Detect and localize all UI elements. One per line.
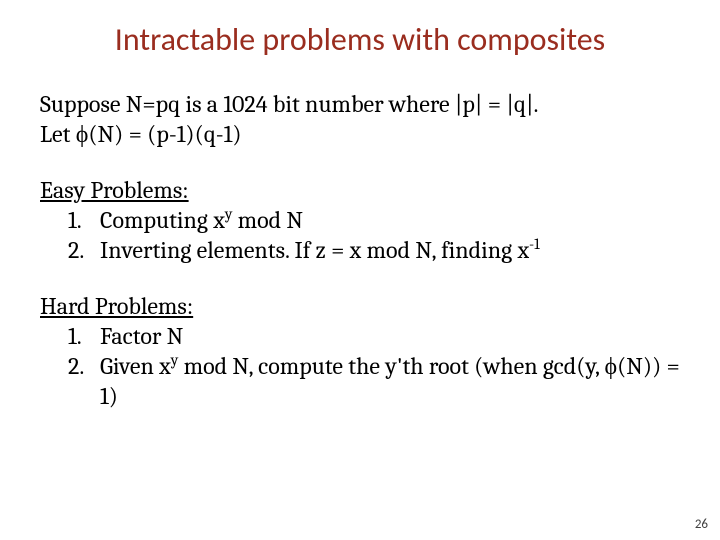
easy-block: Easy Problems: Computing xy mod N Invert… <box>40 175 680 265</box>
hard-2-mid: mod N, compute the y'th root (when gcd(y… <box>178 352 604 380</box>
hard-list: Factor N Given xy mod N, compute the y't… <box>40 321 680 411</box>
hard-item-1: Factor N <box>100 321 680 351</box>
easy-1-pre: Computing x <box>100 206 225 234</box>
easy-heading: Easy Problems: <box>40 175 680 205</box>
slide-title: Intractable problems with composites <box>40 20 680 59</box>
hard-2-pre: Given x <box>100 352 171 380</box>
intro-phi-def: (N) = (p-1)(q-1) <box>88 120 241 148</box>
easy-2-sup: -1 <box>529 235 540 253</box>
hard-block: Hard Problems: Factor N Given xy mod N, … <box>40 291 680 411</box>
hard-2-phi: ϕ <box>604 352 617 380</box>
page-number: 26 <box>695 517 708 532</box>
intro-let: Let <box>40 120 76 148</box>
easy-item-2: Inverting elements. If z = x mod N, find… <box>100 235 680 265</box>
intro-block: Suppose N=pq is a 1024 bit number where … <box>40 89 680 149</box>
hard-item-2: Given xy mod N, compute the y'th root (w… <box>100 351 680 411</box>
easy-item-1: Computing xy mod N <box>100 205 680 235</box>
intro-line-2: Let ϕ(N) = (p-1)(q-1) <box>40 119 680 149</box>
easy-1-post: mod N <box>232 206 303 234</box>
hard-heading: Hard Problems: <box>40 291 680 321</box>
phi-symbol: ϕ <box>76 120 89 148</box>
easy-2-pre: Inverting elements. If z = x mod N, find… <box>100 236 529 264</box>
easy-list: Computing xy mod N Inverting elements. I… <box>40 205 680 265</box>
slide: Intractable problems with composites Sup… <box>0 0 720 540</box>
intro-line-1: Suppose N=pq is a 1024 bit number where … <box>40 89 680 119</box>
